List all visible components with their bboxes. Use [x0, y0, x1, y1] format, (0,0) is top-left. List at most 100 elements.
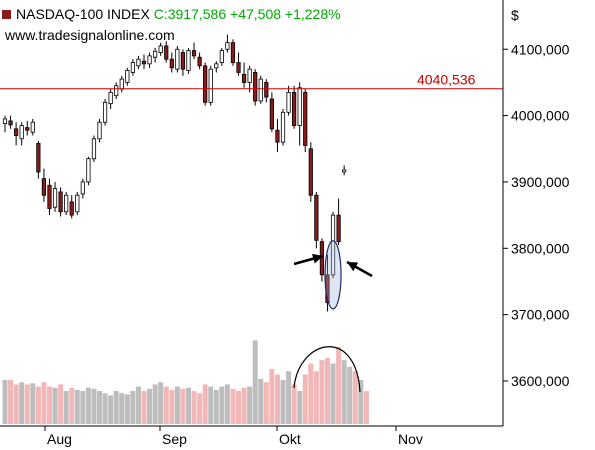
candle — [275, 118, 280, 153]
candle — [2, 115, 8, 133]
volume-bar — [219, 386, 225, 424]
volume-bar — [230, 388, 236, 424]
candle-body — [158, 45, 163, 53]
candle-body — [241, 74, 247, 83]
volume-bar — [97, 391, 103, 424]
volume-bar — [13, 384, 19, 424]
y-tick-label: 4000,000 — [511, 108, 570, 124]
candle — [208, 65, 213, 106]
y-axis-unit: $ — [511, 7, 519, 23]
candle-body — [47, 184, 52, 209]
volume-bar — [185, 387, 191, 424]
candle — [269, 92, 274, 133]
volume-bar — [102, 393, 108, 424]
volume-bar — [158, 382, 164, 424]
candle-body — [130, 62, 135, 73]
candle — [169, 52, 174, 73]
volume-bar — [130, 391, 136, 424]
change-value: +47,508 — [230, 6, 282, 22]
candle — [114, 82, 119, 100]
volume-bar — [85, 387, 91, 424]
x-tick-label: Nov — [398, 431, 423, 447]
volume-bar — [291, 384, 297, 424]
candle-body — [286, 91, 291, 113]
volume-bar — [347, 366, 353, 424]
candle-body — [8, 120, 13, 126]
volume-bar — [197, 393, 203, 424]
candle-body — [203, 65, 208, 103]
volume-bar — [191, 391, 197, 424]
volume-bar — [286, 371, 292, 424]
volume-bar — [24, 384, 30, 424]
candle — [264, 79, 269, 103]
volume-bar — [313, 371, 319, 424]
volume-bar — [236, 391, 242, 424]
volume-bar — [69, 387, 75, 424]
candle — [230, 39, 236, 66]
candle — [164, 41, 169, 63]
volume-bar — [152, 384, 158, 424]
candle — [286, 85, 291, 116]
y-tick-label: 3600,000 — [511, 373, 570, 389]
annotations — [293, 240, 373, 393]
candle — [136, 55, 141, 70]
candle — [30, 118, 35, 136]
volume-bar — [263, 382, 269, 424]
candle-body — [230, 42, 236, 63]
candle-body — [297, 87, 302, 126]
candle-body — [25, 127, 30, 131]
candle-body — [342, 169, 347, 173]
volume-bar — [297, 391, 303, 424]
candle-body — [91, 138, 97, 160]
candle — [125, 67, 130, 86]
candle — [102, 99, 108, 126]
candle-body — [141, 60, 147, 65]
candle-body — [153, 50, 158, 58]
candle — [180, 49, 186, 76]
volume-bar — [35, 386, 41, 424]
candle — [97, 118, 102, 143]
volume-bar — [41, 382, 47, 424]
candle-body — [147, 55, 152, 65]
candle-body — [175, 48, 180, 70]
candle — [153, 47, 158, 63]
candle — [91, 135, 97, 163]
candle-body — [314, 194, 319, 241]
volume-bar — [163, 386, 169, 424]
candles — [2, 34, 347, 312]
chart-header: NASDAQ-100 INDEX C:3917,586 +47,508 +1,2… — [2, 6, 341, 22]
candle-body — [52, 188, 58, 208]
candle-body — [119, 78, 124, 90]
volume-bar — [119, 393, 125, 424]
candle — [41, 168, 47, 202]
candle — [303, 89, 308, 153]
candle — [58, 187, 63, 217]
candle — [108, 89, 113, 109]
volume-bar — [258, 378, 264, 424]
candle — [241, 62, 247, 88]
volume-bar — [224, 384, 230, 424]
candle — [314, 191, 319, 249]
candle — [336, 198, 341, 245]
volume-bar — [213, 389, 219, 424]
change-percent: +1,228% — [284, 6, 341, 22]
candle — [75, 191, 80, 216]
volume-bar — [241, 387, 247, 424]
volume-bar — [358, 380, 364, 424]
candle-body — [86, 158, 91, 183]
candle-body — [2, 118, 8, 124]
candle-body — [269, 98, 274, 130]
y-tick-label: 3700,000 — [511, 307, 570, 323]
volume-bar — [324, 358, 330, 424]
candle — [219, 47, 224, 66]
candle — [147, 52, 152, 68]
volume-bar — [308, 363, 314, 424]
y-tick-label: 3800,000 — [511, 240, 570, 256]
volume-bar — [147, 388, 153, 424]
candle-body — [236, 62, 241, 73]
candle-body — [36, 143, 41, 173]
volume-bar — [135, 386, 141, 424]
candle-body — [319, 241, 325, 276]
candle-body — [164, 45, 169, 60]
